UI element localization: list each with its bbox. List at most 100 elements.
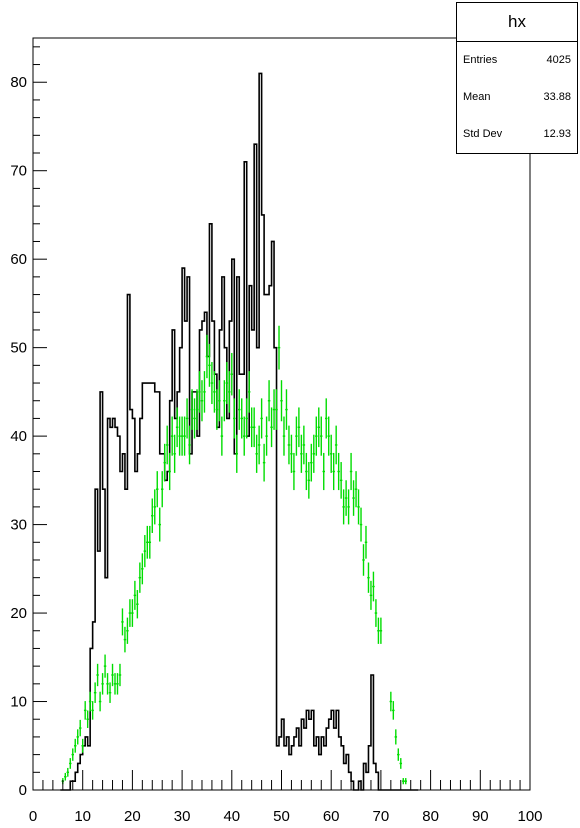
error-bar-point (198, 371, 201, 413)
y-tick-label: 40 (10, 428, 27, 445)
stats-stddev-value: 12.93 (543, 128, 571, 140)
stats-title: hx (457, 3, 577, 42)
error-bar-point (344, 480, 348, 516)
error-bar-point (329, 434, 333, 473)
error-bar-point (228, 371, 231, 413)
error-bar-point (133, 580, 137, 610)
error-bar-point (352, 480, 355, 516)
error-bar-point (143, 535, 147, 568)
stats-box[interactable]: hx Entries 4025 Mean 33.88 Std Dev 12.93 (456, 2, 578, 154)
error-bar-point (165, 425, 169, 465)
error-bar-point (250, 407, 253, 448)
error-bar-point (235, 434, 239, 473)
y-tick-label: 0 (19, 782, 27, 799)
error-bar-point (128, 599, 132, 627)
error-bar-point (404, 778, 407, 785)
x-tick-label: 10 (74, 808, 91, 825)
error-bar-point (242, 416, 246, 456)
error-bar-point (195, 389, 199, 430)
error-bar-point (295, 416, 298, 456)
error-bar-point (272, 389, 276, 430)
error-bar-point (245, 398, 248, 439)
error-bar-point (86, 710, 89, 728)
error-bar-point (131, 599, 134, 627)
error-bar-point (64, 772, 67, 781)
error-bar-point (210, 362, 214, 405)
error-bar-point (69, 758, 72, 769)
error-bar-point (121, 608, 124, 636)
error-bar-point (218, 380, 221, 422)
y-tick-label: 50 (10, 340, 27, 357)
error-bar-point (175, 407, 179, 448)
y-tick-label: 80 (10, 74, 27, 91)
stats-mean-label: Mean (463, 91, 491, 103)
error-bar-point (173, 434, 176, 473)
error-bar-point (240, 398, 243, 439)
error-bar-point (354, 471, 358, 508)
x-tick-label: 30 (174, 808, 191, 825)
error-bar-point (98, 691, 102, 712)
error-bar-point (349, 452, 353, 491)
error-bar-point (320, 416, 323, 456)
x-tick-label: 20 (124, 808, 141, 825)
axes: 0 10 20 30 40 50 60 70 80 90 100 0 10 20 30 40 50 60 70 80 (10, 46, 543, 825)
error-bar-point (267, 380, 271, 422)
error-bar-point (188, 425, 191, 465)
error-bar-point (280, 380, 283, 422)
error-bar-point (270, 407, 273, 448)
error-bar-point (397, 748, 400, 761)
error-bar-point (163, 443, 166, 482)
error-bar-point (257, 425, 261, 465)
error-bar-point (238, 389, 241, 430)
error-bar-point (153, 489, 157, 525)
error-bar-point (96, 663, 99, 687)
error-bar-point (200, 380, 204, 422)
error-bar-point (367, 562, 370, 593)
y-tick-label: 30 (10, 517, 27, 534)
error-bar-point (307, 462, 311, 499)
error-bar-point (126, 617, 129, 644)
error-bar-point (230, 352, 234, 396)
error-bar-point (223, 380, 226, 422)
y-tick-label: 20 (10, 605, 27, 622)
error-bar-point (215, 389, 219, 430)
error-bar-point (141, 553, 144, 585)
stats-mean-value: 33.88 (543, 91, 571, 103)
error-bar-point (392, 701, 395, 720)
error-bar-point (83, 701, 87, 720)
error-bar-point (168, 452, 171, 491)
error-bar-point (185, 398, 189, 439)
error-bar-point (156, 471, 159, 508)
error-bar-point (364, 525, 368, 559)
error-bar-point (317, 407, 321, 448)
error-bar-point (372, 571, 375, 602)
error-bar-point (359, 507, 363, 542)
error-bar-point (265, 416, 268, 456)
error-bar-point (379, 617, 383, 644)
error-bar-point (91, 701, 94, 720)
error-bar-point (362, 544, 365, 576)
error-bar-point (327, 416, 330, 456)
error-bar-point (148, 525, 152, 559)
x-tick-label: 80 (422, 808, 439, 825)
stats-row-mean: Mean 33.88 (457, 79, 577, 116)
x-tick-label: 40 (223, 808, 240, 825)
error-bar-point (332, 452, 335, 491)
error-bar-point (123, 626, 127, 653)
error-bar-point (347, 489, 350, 525)
error-bar-point (275, 389, 278, 430)
error-bar-point (255, 434, 258, 473)
error-bar-point (203, 371, 206, 413)
error-bar-point (190, 389, 194, 430)
error-bar-point (277, 325, 281, 370)
error-bar-point (297, 407, 301, 448)
error-bar-point (399, 758, 403, 769)
error-bar-point (305, 452, 308, 491)
error-bar-point (180, 416, 184, 456)
error-bar-point (108, 682, 112, 703)
stats-entries-value: 4025 (546, 54, 571, 66)
error-bar-point (101, 673, 104, 695)
error-bar-point (357, 489, 360, 525)
error-bar-point (310, 443, 313, 482)
